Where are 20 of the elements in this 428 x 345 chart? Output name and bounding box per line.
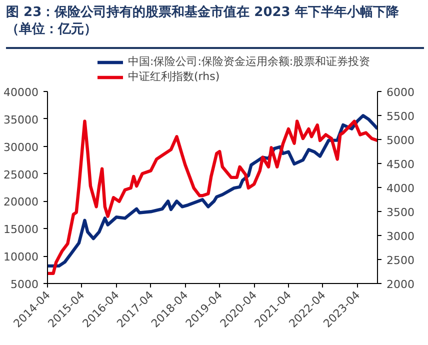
y-tick-label: 40000 bbox=[4, 86, 39, 99]
y2-tick-label: 4000 bbox=[386, 182, 414, 195]
legend-label: 中国:保险公司:保险资金运用余额:股票和证券投资 bbox=[128, 54, 370, 69]
y2-tick-label: 2500 bbox=[386, 254, 414, 267]
y2-tick-label: 3000 bbox=[386, 230, 414, 243]
y2-tick-label: 4500 bbox=[386, 158, 414, 171]
y2-tick-label: 5000 bbox=[386, 134, 414, 147]
y-tick-label: 15000 bbox=[4, 223, 39, 236]
y-tick-label: 30000 bbox=[4, 140, 39, 154]
chart-title: 图 23：保险公司持有的股票和基金市值在 2023 年下半年小幅下降（单位：亿元） bbox=[6, 5, 400, 39]
legend-label: 中证红利指数(rhs) bbox=[128, 69, 220, 84]
y2-tick-label: 3500 bbox=[386, 206, 414, 219]
y-tick-label: 10000 bbox=[4, 250, 39, 264]
y-tick-label: 35000 bbox=[4, 113, 39, 126]
y2-tick-label: 2000 bbox=[386, 278, 414, 291]
y-tick-label: 25000 bbox=[4, 168, 39, 182]
y-tick-label: 5000 bbox=[10, 278, 39, 291]
y2-tick-label: 6000 bbox=[386, 86, 414, 99]
y-tick-label: 20000 bbox=[4, 196, 39, 209]
y2-tick-label: 5500 bbox=[386, 110, 414, 123]
